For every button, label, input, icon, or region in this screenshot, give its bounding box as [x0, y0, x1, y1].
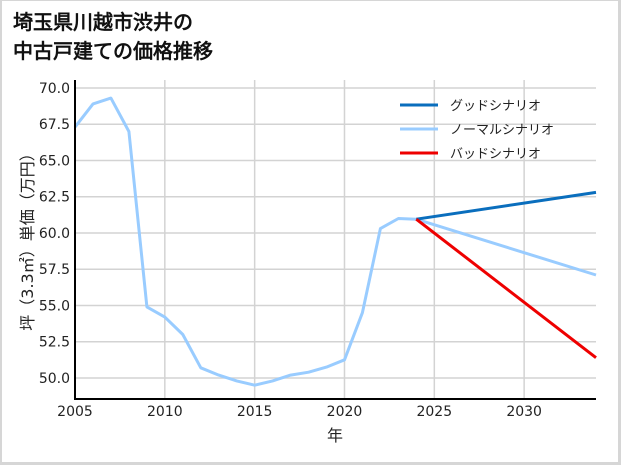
legend-label: ノーマルシナリオ	[450, 123, 554, 138]
series-line-1	[73, 96, 597, 387]
series-line-2	[415, 218, 597, 359]
data-series	[73, 96, 597, 387]
y-tick-label: 60.0	[39, 226, 70, 242]
y-tick-label: 67.5	[39, 117, 70, 133]
y-tick-label: 50.0	[39, 371, 70, 387]
y-tick-label: 52.5	[39, 335, 70, 351]
x-tick-label: 2005	[57, 404, 93, 420]
y-tick-label: 70.0	[39, 81, 70, 97]
x-axis-label: 年	[327, 426, 343, 445]
x-tick-label: 2010	[147, 404, 183, 420]
x-tick-labels: 2005 2010 2015 2020 2025 2030	[57, 404, 542, 420]
x-tick-label: 2015	[237, 404, 273, 420]
chart-title-line-1: 埼玉県川越市渋井の	[13, 10, 193, 34]
x-tick-label: 2025	[416, 404, 452, 420]
gridlines	[74, 80, 596, 399]
y-tick-label: 62.5	[39, 190, 70, 206]
y-axis-label: 坪（3.3㎡）単価（万円）	[18, 145, 37, 330]
y-tick-label: 65.0	[39, 153, 70, 169]
x-tick-label: 2030	[506, 404, 542, 420]
chart-title-line-2: 中古戸建ての価格推移	[13, 39, 213, 63]
legend-label: グッドシナリオ	[450, 99, 541, 114]
y-tick-label: 55.0	[39, 298, 70, 314]
legend-item: ノーマルシナリオ	[400, 123, 554, 138]
series-line-0	[416, 190, 597, 221]
axes	[74, 80, 596, 400]
legend-label: バッドシナリオ	[450, 147, 541, 162]
y-tick-label: 57.5	[39, 262, 70, 278]
y-tick-labels: 50.0 52.5 55.0 57.5 60.0 62.5 65.0 67.5 70.0	[39, 81, 70, 387]
x-tick-label: 2020	[327, 404, 363, 420]
legend-item: バッドシナリオ	[400, 147, 541, 162]
legend-item: グッドシナリオ	[400, 99, 541, 114]
chart-title: 埼玉県川越市渋井の 中古戸建ての価格推移	[13, 8, 213, 66]
